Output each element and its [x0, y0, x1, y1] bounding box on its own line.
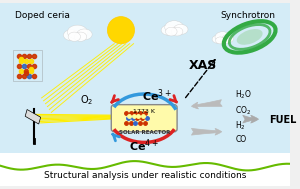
Text: Ce$^{3+}$: Ce$^{3+}$ — [142, 88, 172, 104]
Text: Ce$^{4+}$: Ce$^{4+}$ — [129, 137, 159, 154]
Polygon shape — [25, 109, 40, 124]
Ellipse shape — [173, 24, 188, 35]
FancyBboxPatch shape — [0, 153, 290, 186]
Ellipse shape — [68, 25, 88, 39]
Ellipse shape — [68, 32, 80, 41]
Text: O$_2$: O$_2$ — [80, 93, 94, 107]
Ellipse shape — [76, 29, 92, 40]
Text: FUEL: FUEL — [269, 115, 296, 125]
Text: H$_2$O
CO$_2$: H$_2$O CO$_2$ — [235, 88, 252, 117]
Text: Structural analysis under realistic conditions: Structural analysis under realistic cond… — [44, 171, 246, 180]
Text: XAS: XAS — [189, 60, 217, 72]
Ellipse shape — [74, 32, 87, 41]
Ellipse shape — [215, 32, 230, 42]
Text: 1773 K: 1773 K — [133, 109, 155, 115]
Ellipse shape — [161, 25, 176, 35]
Text: Synchrotron: Synchrotron — [221, 11, 276, 20]
Ellipse shape — [212, 35, 224, 43]
Ellipse shape — [222, 35, 234, 43]
Ellipse shape — [237, 29, 262, 45]
Circle shape — [107, 17, 134, 44]
FancyBboxPatch shape — [0, 3, 290, 163]
Ellipse shape — [166, 27, 177, 36]
Ellipse shape — [216, 37, 225, 44]
Text: Doped ceria: Doped ceria — [14, 11, 69, 20]
Text: H$_2$
CO: H$_2$ CO — [235, 120, 246, 144]
FancyBboxPatch shape — [111, 105, 177, 132]
Ellipse shape — [171, 27, 183, 36]
Text: SOLAR REACTOR: SOLAR REACTOR — [118, 130, 170, 135]
Ellipse shape — [220, 37, 230, 44]
Ellipse shape — [64, 30, 79, 41]
Ellipse shape — [165, 21, 184, 34]
